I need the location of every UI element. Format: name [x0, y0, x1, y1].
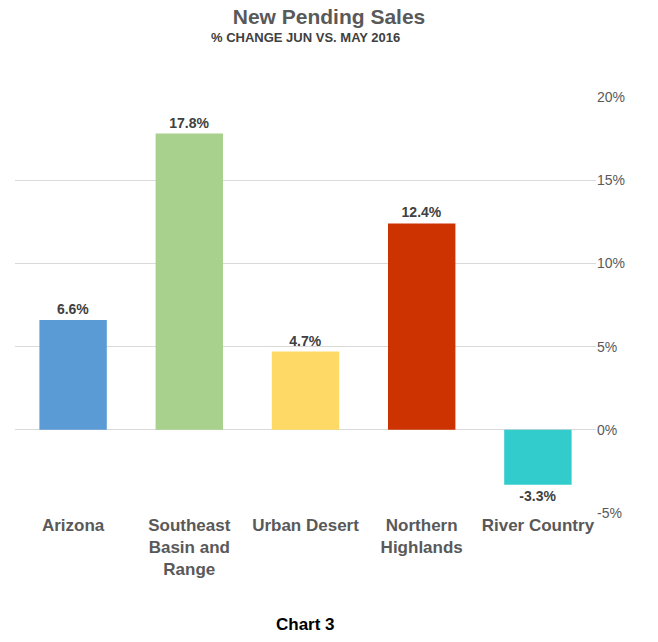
svg-text:Chart 3: Chart 3	[276, 615, 335, 634]
svg-text:6.6%: 6.6%	[57, 301, 89, 317]
svg-text:NorthernHighlands: NorthernHighlands	[381, 516, 463, 557]
svg-text:New Pending Sales: New Pending Sales	[233, 5, 426, 28]
svg-text:-3.3%: -3.3%	[519, 488, 556, 504]
svg-text:% CHANGE JUN VS. MAY 2016: % CHANGE JUN VS. MAY 2016	[211, 30, 400, 45]
svg-text:River Country: River Country	[482, 516, 595, 535]
svg-text:SoutheastBasin andRange: SoutheastBasin andRange	[148, 516, 231, 579]
svg-text:Urban Desert: Urban Desert	[252, 516, 359, 535]
svg-text:10%: 10%	[597, 255, 625, 271]
svg-text:15%: 15%	[597, 172, 625, 188]
svg-text:0%: 0%	[597, 422, 617, 438]
svg-text:-5%: -5%	[597, 505, 622, 521]
svg-text:12.4%: 12.4%	[402, 204, 442, 220]
svg-text:17.8%: 17.8%	[169, 115, 209, 131]
svg-text:Arizona: Arizona	[42, 516, 105, 535]
svg-text:4.7%: 4.7%	[289, 333, 321, 349]
svg-text:20%: 20%	[597, 89, 625, 105]
svg-text:5%: 5%	[597, 339, 617, 355]
